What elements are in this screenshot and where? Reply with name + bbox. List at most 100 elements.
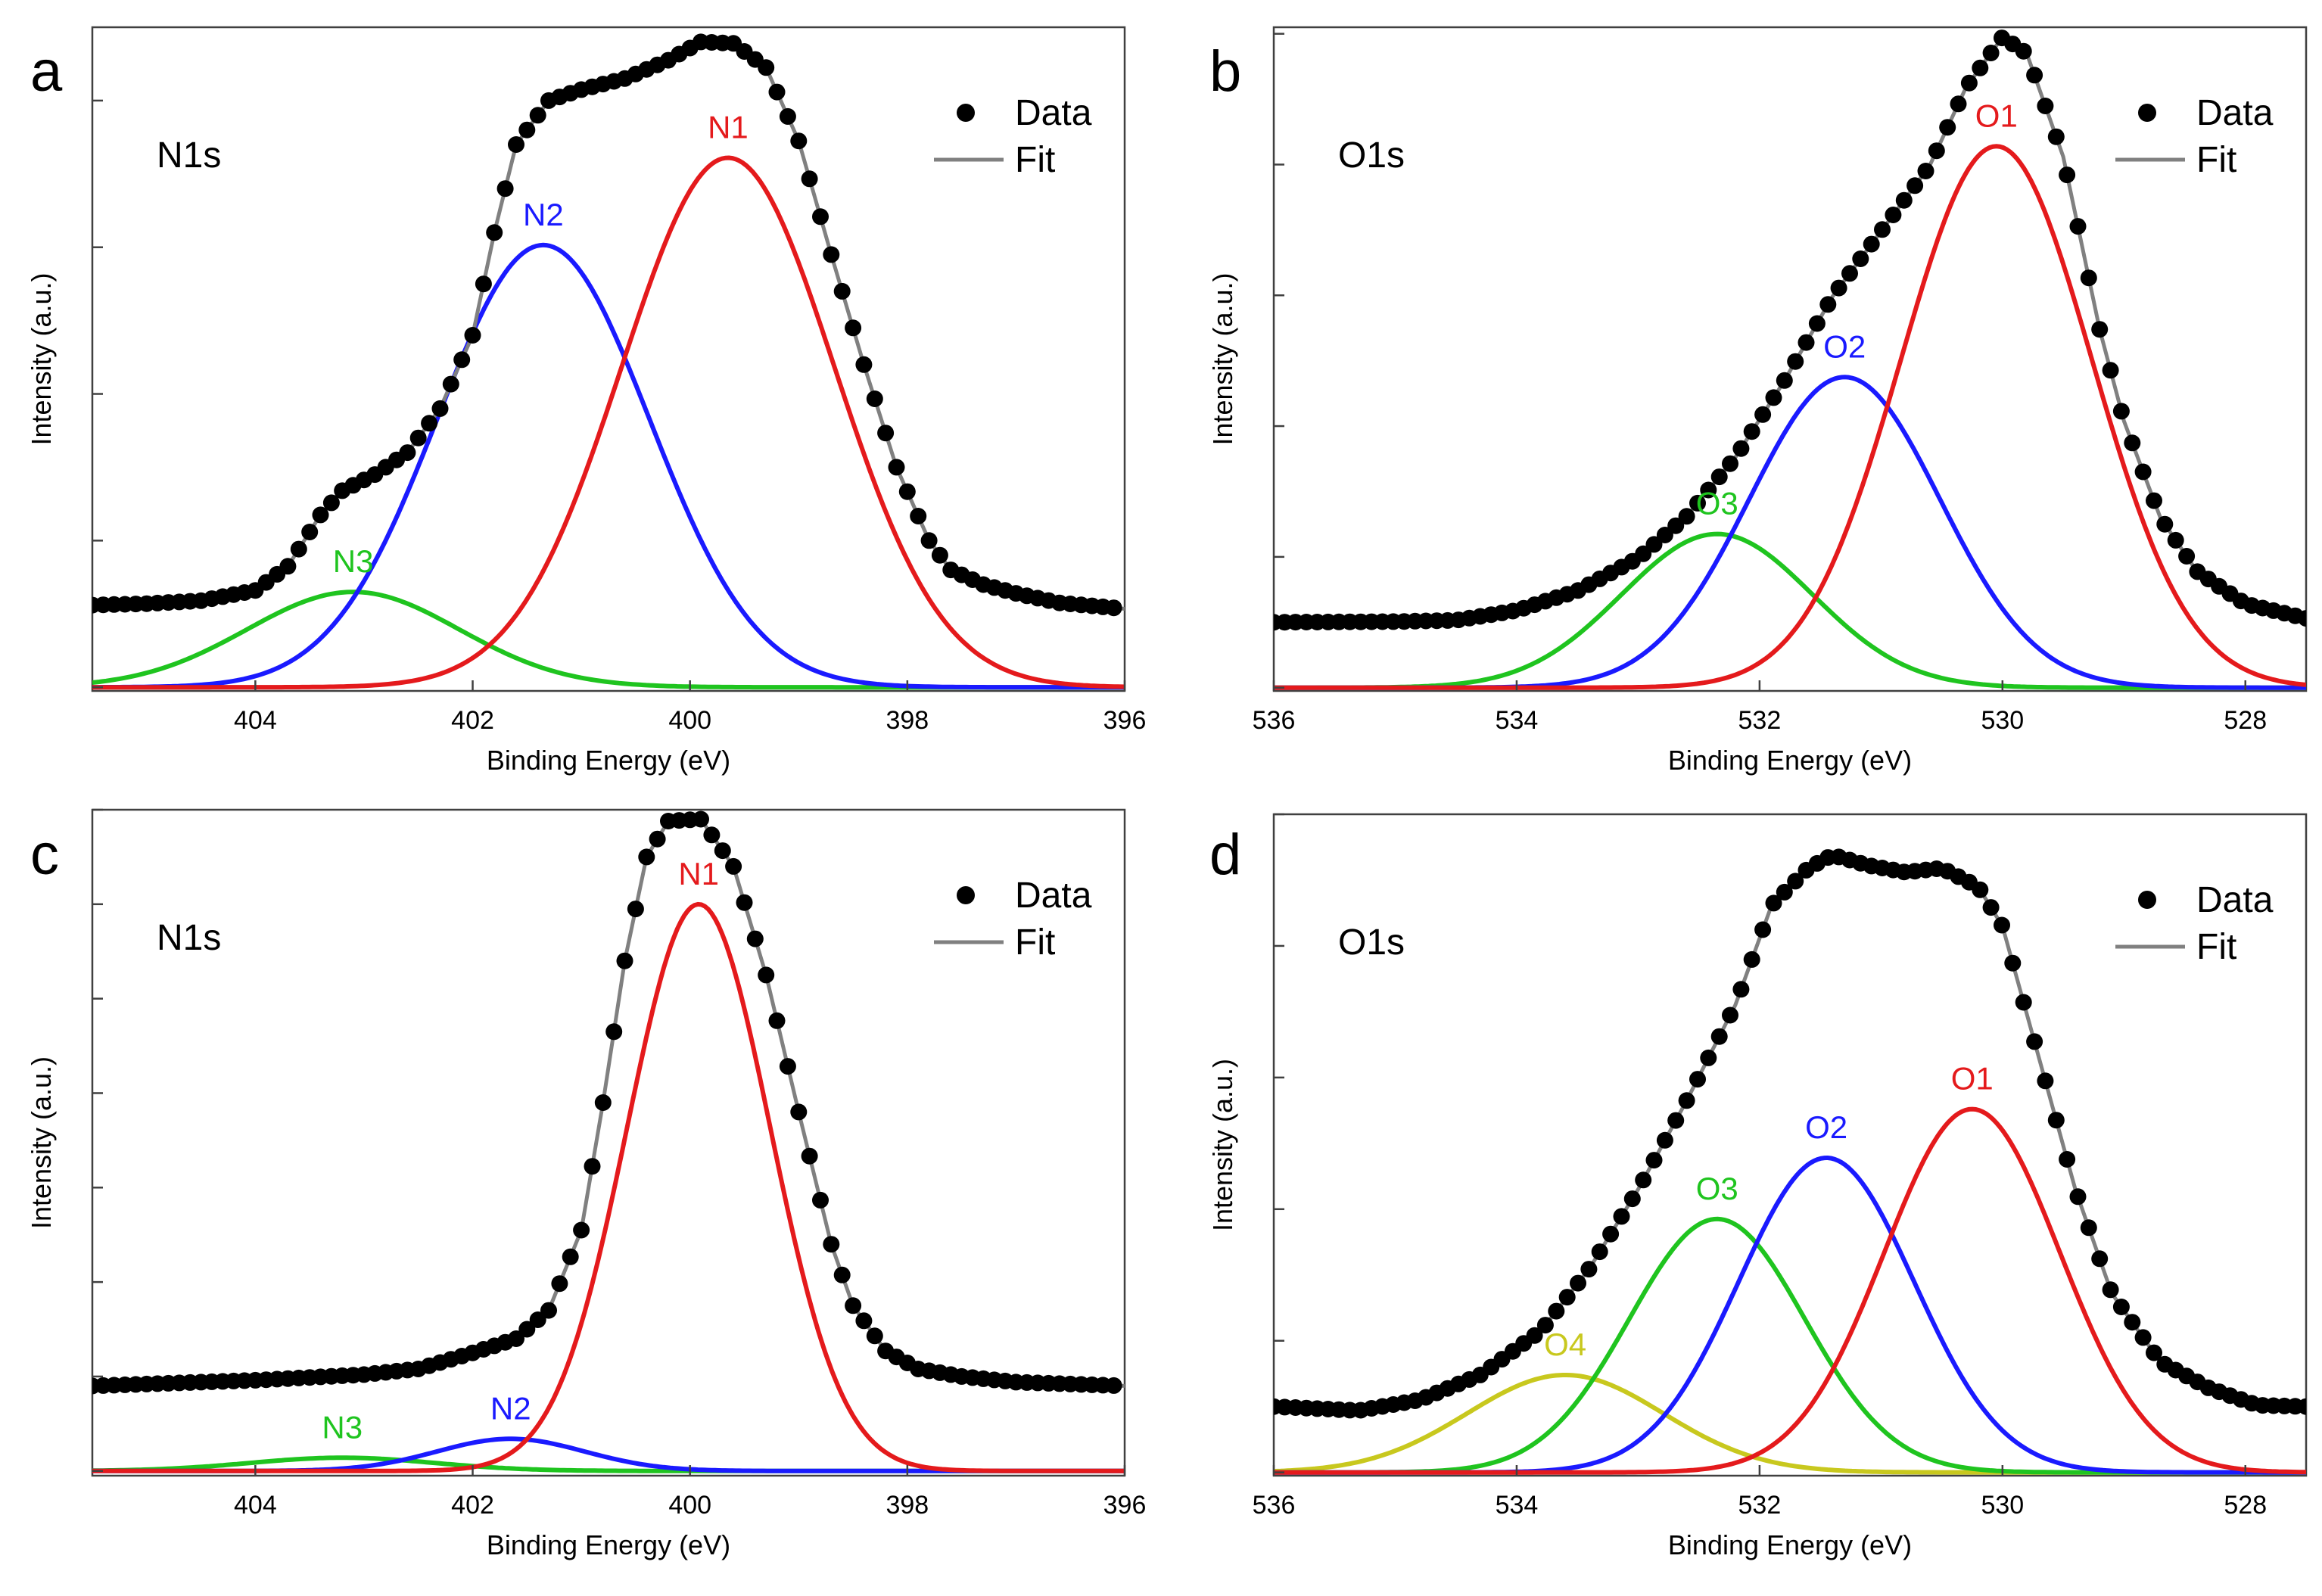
data-point [1700,481,1717,499]
data-point [312,506,329,524]
data-point [584,1158,601,1175]
data-point [1667,1112,1685,1129]
data-point [2037,98,2054,114]
peak-label-o3: O3 [1696,486,1738,521]
data-point [1656,527,1673,543]
y-axis-label: Intensity (a.u.) [26,1056,57,1229]
peak-label-n2: N2 [523,197,564,232]
peak-o3-curve [1274,531,2306,690]
spectrum-label: N1s [157,135,221,176]
peak-n2-curve [92,242,1125,690]
legend-fit-label: Fit [2196,927,2236,967]
x-tick-label: 536 [1253,706,1296,735]
spectrum-label: N1s [157,918,221,958]
data-point [2037,1072,2054,1090]
x-tick-label: 530 [1981,706,2024,735]
spectrum-label: O1s [1338,922,1405,963]
data-point [1710,468,1728,486]
x-tick-label: 398 [886,706,929,735]
data-point [1982,45,2000,61]
x-tick-label: 404 [234,1491,277,1520]
data-point [2124,434,2141,452]
data-point [1570,1274,1586,1292]
x-tick-label: 400 [668,706,711,735]
spectrum-label: O1s [1338,135,1405,176]
peak-o1-curve [1274,1106,2306,1475]
x-tick-label: 402 [451,1491,494,1520]
data-point [573,1221,590,1239]
data-point [1950,95,1967,113]
plot-area [1274,848,2306,1475]
data-point [1667,517,1685,534]
legend-data-label: Data [2196,880,2274,920]
x-tick-label: 536 [1253,1491,1296,1520]
data-point [898,483,916,500]
data-point [758,59,775,76]
x-tick-label: 530 [1981,1491,2024,1520]
data-point [1558,1289,1576,1306]
data-point [823,246,840,263]
data-point [627,901,644,918]
data-point [1580,1261,1598,1278]
data-point [475,275,492,293]
data-point [290,540,307,558]
data-point [1819,296,1837,313]
x-tick-label: 398 [886,1491,929,1520]
data-point [855,356,873,373]
data-point [2134,1329,2152,1346]
data-point [301,524,319,540]
data-point [1623,1190,1641,1208]
data-point [2080,1219,2097,1237]
data-point [1536,1317,1554,1334]
data-point [1689,494,1706,512]
data-point [779,107,796,125]
data-point [888,459,905,476]
data-point [1105,599,1122,617]
peak-n1-curve [92,901,1125,1473]
data-point [758,966,775,984]
data-point [1645,1152,1663,1169]
data-point [2167,531,2184,549]
legend-data-marker [2138,104,2156,122]
data-point [2298,610,2306,627]
data-point [1526,1327,1543,1344]
plot-frame [1272,26,2308,692]
data-point [736,894,753,911]
data-point [2146,492,2162,509]
data-point [1852,250,1869,267]
peak-label-n2: N2 [490,1390,531,1426]
data-point [801,1147,818,1165]
peak-n1-curve [92,155,1125,690]
peak-n3-curve [92,590,1125,690]
data-point [845,1297,862,1314]
data-point [2059,1151,2076,1168]
data-point [2069,218,2087,235]
data-point [616,952,633,969]
data-point [746,930,764,947]
data-point [409,429,427,446]
data-point [562,1248,579,1265]
panel-a: 404 402 400 398 396 Binding Energy (eV) Intens… [26,26,1146,776]
plot-frame [91,26,1126,692]
data-point [1689,1071,1706,1088]
data-point [2004,954,2022,972]
data-point [2298,1398,2306,1415]
data-point [1635,545,1652,562]
data-point [1917,163,1934,179]
data-point [2015,994,2032,1011]
x-tick-label: 404 [234,706,277,735]
data-point [1928,142,1945,160]
data-point [1591,1243,1608,1261]
data-point [2047,1112,2065,1129]
data-point [1743,950,1760,968]
peak-label-n1: N1 [708,109,749,145]
data-point [2156,515,2174,533]
legend-data-label: Data [1015,876,1092,916]
legend-fit-label: Fit [1015,140,1055,180]
data-point [2059,166,2076,184]
data-point [1754,406,1772,423]
x-tick-label: 532 [1738,1491,1782,1520]
data-point [714,842,731,860]
legend-data-marker [957,104,975,122]
